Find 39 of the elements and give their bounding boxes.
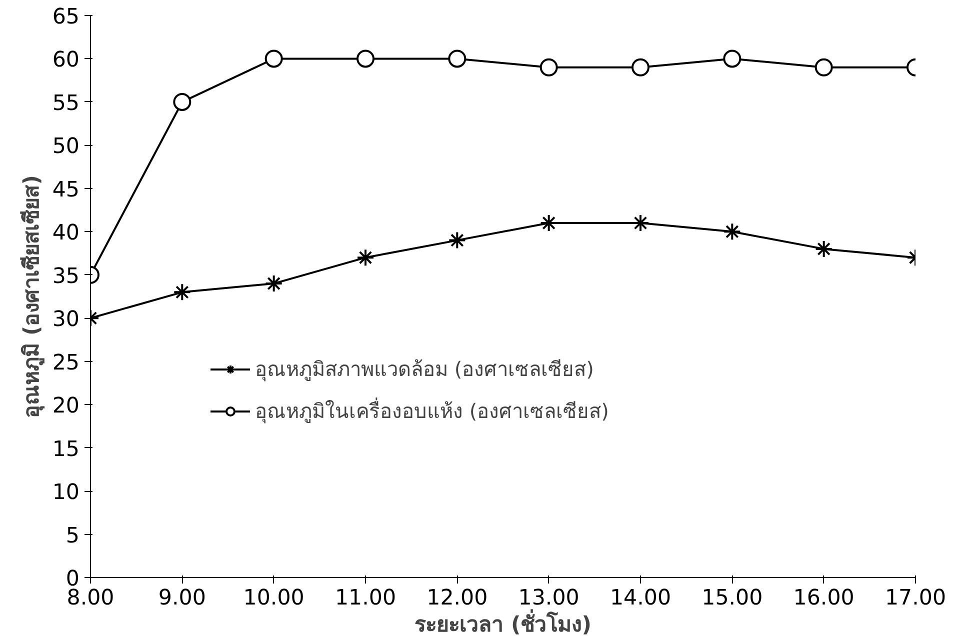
point [814,58,833,76]
x-tick-label: 13.00 [518,586,580,610]
point [448,231,466,250]
point [264,274,283,293]
point [356,50,374,68]
point [723,50,742,68]
y-tick-label: 20 [52,394,80,419]
y-axis-title: อุณหภูมิ (องศาเซียสเซียส) [19,175,46,418]
y-tick-label: 5 [66,523,80,548]
point [173,283,192,302]
x-tick-label: 11.00 [334,586,396,610]
point [448,50,466,68]
legend-label: อุณหภูมิในเครื่องอบแห้ง (องศาเซลเซียส) [255,396,609,426]
y-tick-label: 35 [52,264,80,289]
x-tick-label: 14.00 [610,586,672,610]
y-tick-label: 50 [52,134,80,160]
point [264,50,283,68]
point [632,58,650,76]
point [814,240,833,258]
y-tick-label: 10 [52,480,80,506]
y-tick-label: 60 [52,48,80,73]
x-tick-label: 9.00 [158,586,206,610]
x-tick-label: 10.00 [243,586,304,610]
y-tick-label: 55 [52,90,80,116]
point [723,222,742,241]
x-tick-label: 17.00 [884,586,946,610]
y-tick-label: 15 [52,436,80,462]
y-tick-label: 25 [52,350,80,376]
point [540,58,558,76]
x-tick-label: 15.00 [702,586,763,610]
y-tick-label: 65 [52,4,80,30]
point [356,248,374,267]
x-tick-label: 12.00 [426,586,488,610]
point [173,92,192,111]
y-tick-label: 30 [52,307,80,332]
x-tick-label: 16.00 [793,586,854,610]
y-tick-label: 45 [52,177,80,202]
y-tick-label: 40 [52,220,80,246]
legend-label: อุณหภูมิสภาพแวดล้อม (องศาเซลเซียส) [255,356,594,384]
